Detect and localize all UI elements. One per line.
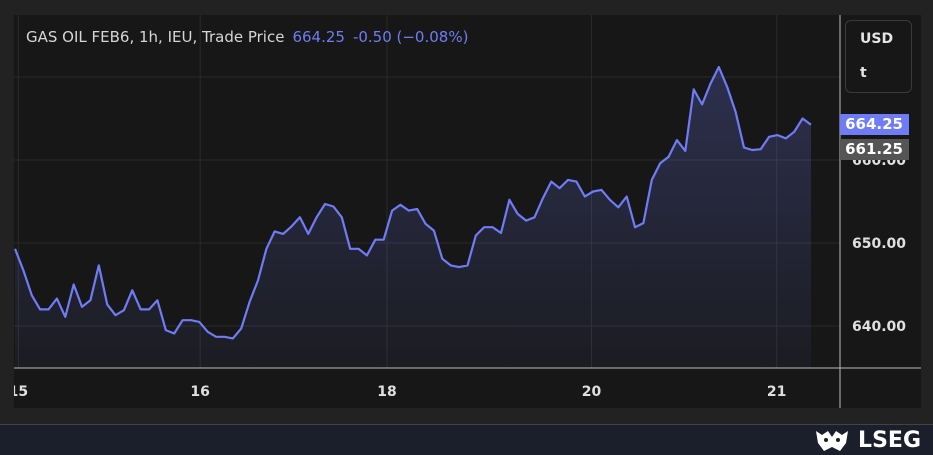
crest-icon (812, 429, 852, 453)
footer-bar: LSEG (0, 424, 933, 455)
unit-selector[interactable]: USD t (845, 20, 912, 93)
unit-label: t (860, 65, 867, 81)
reference-price-label: 661.25 (840, 139, 909, 160)
price-change: -0.50 (−0.08%) (353, 28, 469, 46)
lseg-logo: LSEG (812, 428, 921, 453)
x-tick-label: 20 (582, 384, 602, 400)
y-tick-label: 640.00 (852, 319, 906, 335)
x-tick-label: 18 (377, 384, 396, 400)
currency-label: USD (860, 31, 893, 47)
chart-legend: GAS OIL FEB6, 1h, IEU, Trade Price 664.25… (26, 28, 468, 46)
x-tick-label: 21 (767, 384, 786, 400)
x-tick-label: 15 (14, 384, 28, 400)
y-tick-label: 650.00 (852, 236, 906, 252)
last-price-label: 664.25 (840, 114, 909, 135)
last-price: 664.25 (292, 28, 345, 46)
x-tick-label: 16 (190, 384, 209, 400)
brand-name: LSEG (858, 428, 921, 453)
instrument-label: GAS OIL FEB6, 1h, IEU, Trade Price (26, 28, 284, 46)
